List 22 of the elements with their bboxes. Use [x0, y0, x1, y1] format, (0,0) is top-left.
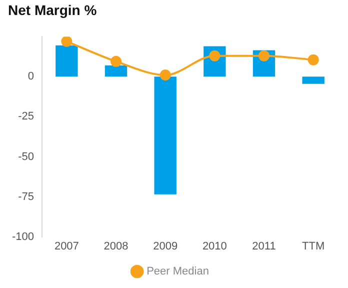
point — [110, 56, 122, 67]
y-tick-label: 0 — [28, 70, 34, 83]
x-tick-label: 2007 — [54, 240, 79, 252]
bar — [104, 65, 128, 77]
legend-label: Peer Median — [146, 266, 209, 278]
y-tick-label: -50 — [18, 150, 34, 163]
x-tick-label: 2010 — [202, 240, 227, 252]
point — [160, 70, 171, 81]
bar — [302, 76, 324, 84]
bar — [154, 76, 176, 194]
point — [308, 54, 319, 66]
bar — [56, 45, 78, 77]
y-tick-label: -25 — [18, 110, 34, 123]
x-tick-label: 2011 — [252, 240, 276, 252]
y-tick-label: -100 — [12, 230, 34, 243]
point — [258, 50, 270, 62]
x-tick-label: TTM — [302, 240, 325, 252]
x-tick-label: 2008 — [104, 240, 128, 252]
x-tick-label: 2009 — [153, 240, 178, 252]
point — [61, 36, 72, 47]
y-tick-label: -75 — [18, 190, 34, 203]
chart-title: Net Margin % — [8, 2, 97, 18]
